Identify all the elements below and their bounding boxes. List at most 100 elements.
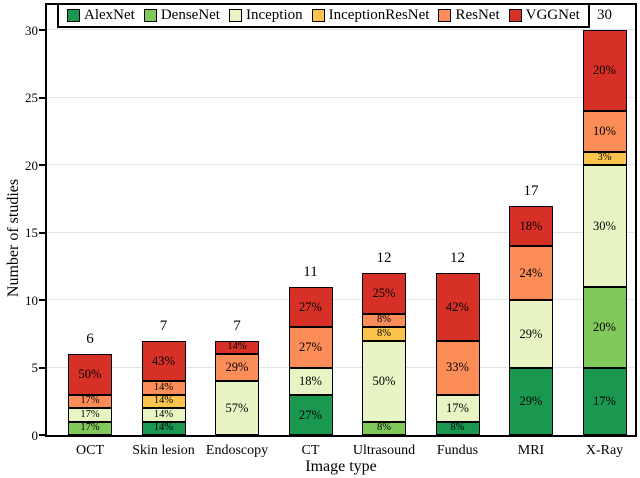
segment-percent-label: 33% xyxy=(446,360,469,375)
segment-percent-label: 17% xyxy=(80,408,100,420)
segment-percent-label: 57% xyxy=(225,400,249,415)
legend-item-vggnet: VGGNet xyxy=(508,8,580,23)
bar-segment-fundus-vggnet: 42% xyxy=(435,273,480,341)
segment-percent-label: 17% xyxy=(593,394,616,408)
segment-percent-label: 18% xyxy=(519,218,543,233)
legend-label: ResNet xyxy=(455,7,500,23)
segment-percent-label: 27% xyxy=(299,299,322,314)
bar-total-oct: 6 xyxy=(86,331,94,347)
segment-percent-label: 14% xyxy=(227,341,247,352)
bar-segment-oct-resnet: 17% xyxy=(68,394,112,408)
legend-item-inception: Inception xyxy=(228,7,303,23)
gridline-10 xyxy=(47,299,635,300)
segment-percent-label: 8% xyxy=(450,422,465,433)
legend-label: Inception xyxy=(245,7,303,23)
segment-percent-label: 17% xyxy=(80,422,100,433)
bar-segment-mri-inception: 29% xyxy=(509,300,553,368)
inception-swatch-icon xyxy=(228,9,242,22)
segment-percent-label: 20% xyxy=(593,319,616,334)
bar-segment-ultrasound-inceptionresnet: 8% xyxy=(362,327,406,341)
x-tick-label-mri: MRI xyxy=(517,443,545,458)
bar-segment-ultrasound-resnet: 8% xyxy=(362,313,406,327)
legend-label: DenseNet xyxy=(160,7,220,23)
segment-percent-label: 18% xyxy=(299,373,322,388)
bar-total-mri: 17 xyxy=(523,182,539,199)
gridline-15 xyxy=(47,231,635,233)
y-tick-label-10: 10 xyxy=(25,292,38,308)
bar-segment-ct-alexnet: 27% xyxy=(288,394,333,435)
segment-percent-label: 14% xyxy=(153,395,174,406)
bar-segment-fundus-alexnet: 8% xyxy=(435,421,480,435)
bar-segment-fundus-inception: 17% xyxy=(435,394,480,422)
bar-segment-mri-resnet: 24% xyxy=(509,246,553,300)
legend-item-inceptionresnet: InceptionResNet xyxy=(311,7,430,23)
segment-percent-label: 8% xyxy=(377,327,391,339)
y-tick-30 xyxy=(39,29,45,31)
y-tick-label-30: 30 xyxy=(25,22,38,38)
y-tick-0 xyxy=(39,434,45,436)
segment-percent-label: 8% xyxy=(377,314,391,325)
densenet-swatch-icon xyxy=(143,9,157,22)
segment-percent-label: 50% xyxy=(78,367,102,381)
bar-total-skin-lesion: 7 xyxy=(159,317,168,334)
x-tick-label-x-ray: X-Ray xyxy=(585,443,624,458)
bar-segment-endoscopy-resnet: 29% xyxy=(215,354,259,381)
x-tick-label-skin-lesion: Skin lesion xyxy=(132,443,195,458)
segment-percent-label: 29% xyxy=(519,326,543,341)
bar-segment-oct-vggnet: 50% xyxy=(68,354,112,395)
bar-segment-x-ray-densenet: 20% xyxy=(582,286,627,368)
bar-segment-ultrasound-inception: 50% xyxy=(362,340,406,422)
y-tick-label-0: 0 xyxy=(31,427,39,443)
segment-percent-label: 20% xyxy=(593,63,616,78)
x-axis-title: Image type xyxy=(305,458,377,475)
bar-segment-x-ray-vggnet: 20% xyxy=(582,30,627,111)
segment-percent-label: 30% xyxy=(593,218,616,233)
bar-segment-fundus-resnet: 33% xyxy=(435,340,480,395)
segment-percent-label: 17% xyxy=(446,400,469,415)
bar-segment-x-ray-resnet: 10% xyxy=(582,111,627,152)
alexnet-swatch-icon xyxy=(67,9,80,22)
segment-percent-label: 27% xyxy=(299,407,322,422)
bar-segment-ct-resnet: 27% xyxy=(288,327,333,368)
bar-segment-oct-densenet: 17% xyxy=(68,421,112,435)
gridline-5 xyxy=(47,366,635,368)
gridline-30 xyxy=(47,29,635,30)
segment-percent-label: 14% xyxy=(153,422,174,433)
segment-percent-label: 3% xyxy=(597,152,612,163)
segment-percent-label: 43% xyxy=(152,353,175,368)
bar-segment-mri-alexnet: 29% xyxy=(509,367,553,435)
bar-total-x-ray: 30 xyxy=(597,7,612,23)
x-tick-label-ultrasound: Ultrasound xyxy=(352,443,416,458)
y-tick-5 xyxy=(39,366,45,369)
bar-segment-ct-vggnet: 27% xyxy=(288,286,333,327)
bar-segment-x-ray-inception: 30% xyxy=(582,165,627,287)
bar-segment-x-ray-inceptionresnet: 3% xyxy=(582,151,627,165)
y-tick-15 xyxy=(39,231,45,234)
legend-label: InceptionResNet xyxy=(328,7,430,23)
resnet-swatch-icon xyxy=(438,9,452,22)
legend: AlexNet DenseNet Inception InceptionResNet R… xyxy=(57,3,590,28)
segment-percent-label: 29% xyxy=(225,360,249,375)
segment-percent-label: 10% xyxy=(593,124,616,138)
bar-segment-mri-vggnet: 18% xyxy=(509,205,553,246)
y-tick-25 xyxy=(39,96,45,99)
legend-item-densenet: DenseNet xyxy=(143,7,220,23)
bar-segment-skin-lesion-alexnet: 14% xyxy=(141,421,186,435)
y-tick-label-20: 20 xyxy=(25,157,38,173)
y-tick-label-15: 15 xyxy=(25,225,38,240)
gridline-25 xyxy=(47,96,635,98)
bar-segment-oct-inception: 17% xyxy=(68,408,112,422)
segment-percent-label: 27% xyxy=(299,340,322,354)
x-tick-label-ct: CT xyxy=(301,443,320,458)
bar-total-ct: 11 xyxy=(303,263,318,280)
bar-segment-ultrasound-densenet: 8% xyxy=(362,421,406,435)
segment-percent-label: 14% xyxy=(153,381,174,393)
segment-percent-label: 8% xyxy=(377,422,391,433)
inceptionresnet-swatch-icon xyxy=(311,9,325,22)
legend-label: AlexNet xyxy=(84,7,135,23)
y-tick-label-25: 25 xyxy=(25,90,38,105)
bar-total-endoscopy: 7 xyxy=(233,317,241,334)
bar-segment-skin-lesion-vggnet: 43% xyxy=(141,340,186,381)
legend-item-resnet: ResNet xyxy=(438,7,500,23)
segment-percent-label: 25% xyxy=(372,286,396,300)
